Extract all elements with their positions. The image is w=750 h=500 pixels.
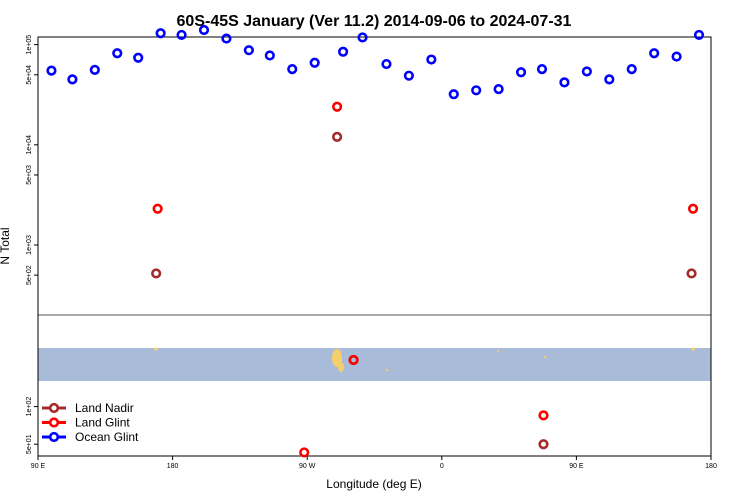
legend-marker-land-glint: [48, 417, 60, 428]
y-tick-label: 1e+02: [26, 397, 33, 417]
ocean-glint-point: [221, 33, 232, 44]
y-tick-label: 1e+05: [26, 35, 33, 55]
y-tick-label: 5e+03: [26, 165, 33, 185]
ocean-glint-point: [176, 29, 187, 41]
land-glint-point: [152, 203, 163, 214]
land-shape: [385, 369, 389, 371]
ocean-glint-point: [604, 74, 615, 85]
ocean-glint-point: [243, 45, 254, 56]
land-shape: [338, 362, 344, 372]
land-shape: [497, 350, 499, 352]
land-glint-point: [348, 354, 359, 366]
x-tick-label: 180: [705, 463, 717, 470]
land-glint-point: [332, 101, 343, 112]
land-shape: [332, 349, 342, 367]
ocean-glint-point: [287, 63, 298, 75]
y-tick-label: 1e+04: [26, 135, 33, 155]
ocean-glint-point: [536, 63, 548, 75]
ocean-glint-point: [357, 32, 368, 43]
x-tick-label: 0: [440, 463, 444, 470]
y-tick-label: 1e+03: [26, 235, 33, 255]
ocean-glint-point: [133, 52, 144, 63]
ocean-glint-point: [671, 51, 682, 62]
land-glint-point: [299, 447, 310, 458]
land-shape: [691, 347, 695, 351]
legend-label-ocean-glint: Ocean Glint: [75, 430, 139, 444]
ocean-glint-point: [559, 77, 570, 88]
ocean-glint-point: [337, 46, 349, 57]
ocean-band: [38, 348, 711, 381]
ocean-glint-point: [426, 54, 437, 65]
x-tick-label: 90 W: [299, 463, 316, 470]
y-tick-label: 5e+02: [26, 265, 33, 285]
land-shape: [154, 347, 158, 351]
y-tick-label: 5e+01: [26, 434, 33, 454]
ocean-glint-point: [493, 83, 504, 95]
land-nadir-point: [538, 439, 549, 450]
land-nadir-point: [332, 131, 343, 142]
land-shapes: [154, 347, 695, 372]
x-tick-label: 180: [167, 463, 179, 470]
legend-label-land-glint: Land Glint: [75, 416, 130, 430]
land-nadir-point: [686, 268, 697, 279]
x-tick-label: 90 E: [31, 463, 46, 470]
data-points: [46, 24, 705, 458]
land-shape: [543, 356, 547, 358]
ocean-glint-point: [264, 50, 275, 61]
ocean-glint-point: [89, 64, 100, 75]
land-glint-point: [538, 410, 549, 421]
ocean-glint-point: [403, 70, 414, 81]
ocean-glint-point: [693, 29, 705, 41]
ocean-glint-point: [46, 65, 57, 76]
ocean-glint-point: [155, 28, 166, 39]
plot-frame: [37, 36, 712, 457]
legend-marker-land-nadir: [48, 402, 60, 414]
ocean-glint-point: [67, 74, 78, 85]
ocean-glint-point: [112, 48, 123, 59]
y-axis-label: N Total: [0, 227, 12, 264]
ocean-glint-point: [381, 58, 392, 70]
ocean-glint-point: [309, 57, 320, 68]
ocean-glint-point: [198, 24, 210, 36]
ocean-glint-point: [649, 48, 660, 59]
land-glint-point: [687, 203, 699, 214]
land-nadir-point: [151, 268, 162, 279]
y-tick-label: 5e+04: [26, 65, 33, 85]
chart-title: 60S-45S January (Ver 11.2) 2014-09-06 to…: [177, 13, 572, 30]
legend-marker-ocean-glint: [48, 431, 60, 443]
legend-label-land-nadir: Land Nadir: [75, 401, 134, 415]
x-axis-label: Longitude (deg E): [326, 477, 421, 491]
map-strip: [38, 347, 711, 381]
x-tick-label: 90 E: [569, 463, 584, 470]
ocean-glint-point: [471, 85, 482, 96]
ocean-glint-point: [626, 63, 637, 75]
ocean-glint-point: [581, 66, 592, 77]
ocean-glint-point: [515, 67, 527, 78]
y-axis: 5e+02 1e+03 5e+03 1e+04 5e+04 1e+05 5e+01 1e+02: [26, 35, 38, 454]
ocean-glint-point: [448, 89, 459, 100]
x-axis: 90 E 180 90 W 0 90 E 180: [31, 456, 717, 470]
